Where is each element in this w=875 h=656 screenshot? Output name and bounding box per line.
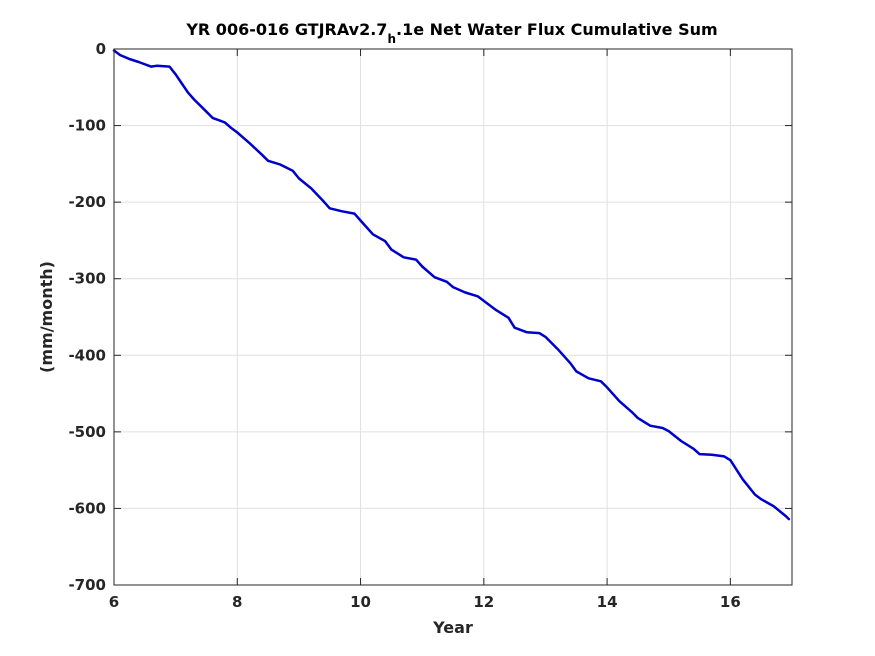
y-tick-label: -700	[68, 576, 106, 594]
y-tick-label: -600	[68, 499, 106, 517]
x-tick-label: 14	[597, 593, 618, 611]
x-tick-label: 8	[232, 593, 242, 611]
axes-frame	[113, 48, 793, 586]
x-tick-label: 10	[350, 593, 371, 611]
axes-background	[114, 49, 792, 585]
y-tick-label: 0	[96, 40, 106, 58]
tick-labels: 6 8 10 12 14 16 0 -100 -200 -300 -400 -500 -600 -700	[68, 40, 740, 611]
x-axis-label: Year	[432, 618, 473, 637]
y-tick-label: -500	[68, 423, 106, 441]
y-tick-label: -400	[68, 346, 106, 364]
title-subscript: h	[387, 32, 396, 46]
x-tick-label: 16	[720, 593, 741, 611]
data-series	[112, 49, 791, 521]
x-tick-label: 6	[109, 593, 119, 611]
title-part-1: YR 006-016 GTJRAv2.7	[185, 20, 387, 39]
y-tick-label: -100	[68, 117, 106, 135]
title-part-2: .1e Net Water Flux Cumulative Sum	[396, 20, 718, 39]
y-axis-label: (mm/month)	[37, 261, 56, 373]
x-tick-label: 12	[473, 593, 494, 611]
y-tick-label: -200	[68, 193, 106, 211]
y-tick-label: -300	[68, 270, 106, 288]
series-line	[112, 49, 791, 521]
chart-title: YR 006-016 GTJRAv2.7h.1e Net Water Flux …	[185, 20, 717, 46]
